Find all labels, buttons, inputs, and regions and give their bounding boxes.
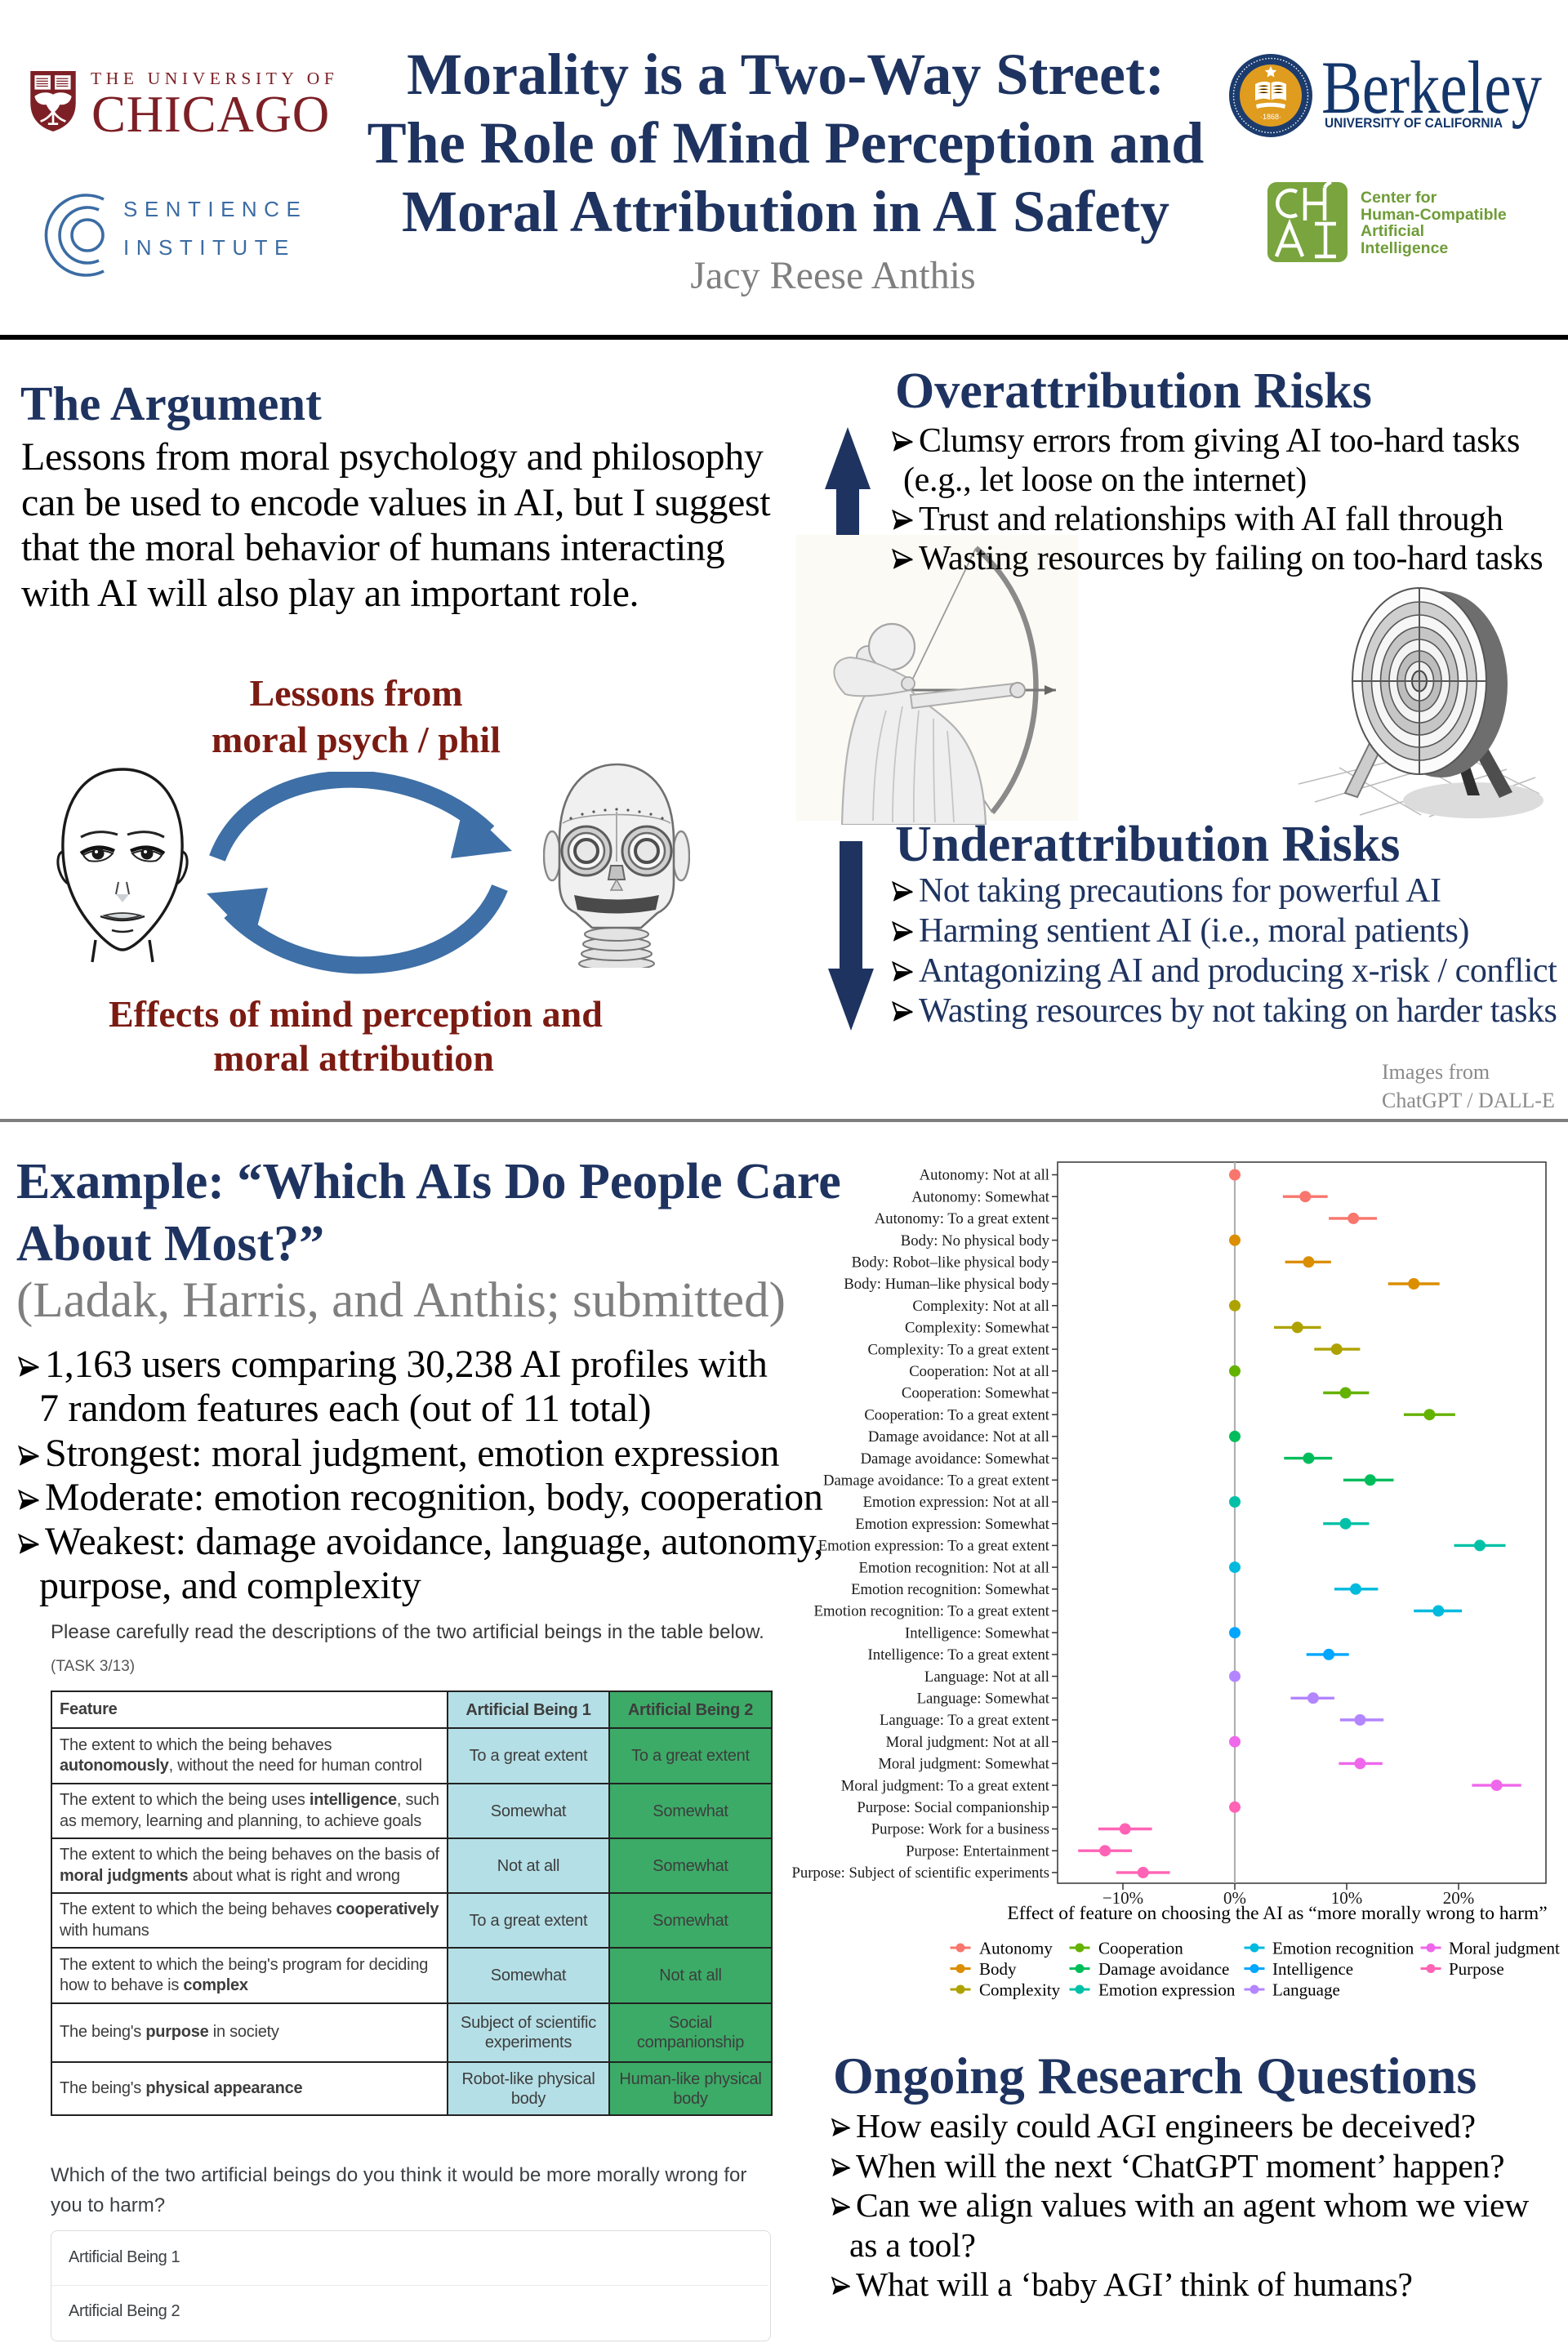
svg-text:Emotion expression: Somewhat: Emotion expression: Somewhat — [855, 1516, 1050, 1533]
svg-text:UNIVERSITY OF CALIFORNIA: UNIVERSITY OF CALIFORNIA — [1325, 116, 1503, 131]
svg-text:Damage avoidance: To a great e: Damage avoidance: To a great extent — [823, 1472, 1050, 1490]
svg-text:Effect of feature on choosing: Effect of feature on choosing the AI as … — [1007, 1903, 1547, 1924]
svg-text:Language: To a great extent: Language: To a great extent — [880, 1712, 1050, 1729]
svg-text:Emotion recognition: Somewhat: Emotion recognition: Somewhat — [851, 1581, 1050, 1598]
svg-text:Body: Human–like physical body: Body: Human–like physical body — [844, 1276, 1049, 1293]
svg-text:Moral judgment: Somewhat: Moral judgment: Somewhat — [878, 1756, 1049, 1773]
svg-text:Purpose: Subject of scientific: Purpose: Subject of scientific experimen… — [791, 1864, 1049, 1882]
svg-text:Purpose: Purpose — [1449, 1959, 1504, 1979]
svg-text:Intelligence: Somewhat: Intelligence: Somewhat — [905, 1624, 1050, 1642]
svg-text:Moral judgment: Moral judgment — [1449, 1939, 1560, 1958]
svg-text:Language: Not at all: Language: Not at all — [924, 1668, 1049, 1686]
svg-text:Body: Robot–like physical body: Body: Robot–like physical body — [852, 1254, 1050, 1272]
svg-text:Moral judgment: To a great ext: Moral judgment: To a great extent — [841, 1777, 1050, 1794]
svg-text:−10%: −10% — [1102, 1888, 1143, 1908]
svg-text:Language: Language — [1272, 1980, 1340, 2000]
svg-text:Cooperation: To a great extent: Cooperation: To a great extent — [864, 1406, 1049, 1423]
svg-text:Complexity: Not at all: Complexity: Not at all — [912, 1298, 1049, 1315]
svg-text:Purpose: Work for a business: Purpose: Work for a business — [871, 1821, 1049, 1838]
svg-text:Autonomy: Somewhat: Autonomy: Somewhat — [911, 1188, 1050, 1205]
svg-text:0%: 0% — [1223, 1888, 1246, 1908]
svg-text:Intelligence: To a great exten: Intelligence: To a great extent — [868, 1646, 1050, 1664]
svg-text:Language: Somewhat: Language: Somewhat — [917, 1690, 1050, 1708]
svg-text:Berkeley: Berkeley — [1321, 49, 1542, 129]
svg-text:Body: Body — [979, 1959, 1017, 1979]
svg-text:Emotion recognition: To a grea: Emotion recognition: To a great extent — [814, 1603, 1050, 1620]
svg-text:Autonomy: To a great extent: Autonomy: To a great extent — [875, 1210, 1050, 1227]
svg-text:Autonomy: Not at all: Autonomy: Not at all — [920, 1167, 1049, 1184]
svg-text:Purpose: Entertainment: Purpose: Entertainment — [906, 1842, 1050, 1860]
svg-text:Complexity: To a great extent: Complexity: To a great extent — [867, 1341, 1049, 1358]
svg-text:Autonomy: Autonomy — [979, 1939, 1053, 1958]
svg-text:Damage avoidance: Damage avoidance — [1098, 1959, 1229, 1979]
svg-text:Emotion expression: Not at all: Emotion expression: Not at all — [863, 1494, 1049, 1511]
svg-text:·1868·: ·1868· — [1260, 113, 1281, 121]
svg-text:Emotion expression: To a great: Emotion expression: To a great extent — [818, 1538, 1050, 1555]
svg-text:20%: 20% — [1443, 1888, 1475, 1908]
svg-text:Purpose: Social companionship: Purpose: Social companionship — [857, 1799, 1049, 1816]
svg-text:Emotion recognition: Not at al: Emotion recognition: Not at all — [858, 1559, 1049, 1576]
svg-text:Damage avoidance: Not at all: Damage avoidance: Not at all — [868, 1428, 1049, 1446]
svg-text:Cooperation: Somewhat: Cooperation: Somewhat — [902, 1385, 1050, 1402]
svg-text:Complexity: Complexity — [979, 1980, 1061, 2000]
svg-text:Emotion expression: Emotion expression — [1098, 1980, 1236, 2000]
svg-text:Emotion recognition: Emotion recognition — [1272, 1939, 1414, 1958]
svg-text:Complexity: Somewhat: Complexity: Somewhat — [905, 1320, 1050, 1337]
svg-text:Body: No physical body: Body: No physical body — [901, 1232, 1050, 1250]
svg-text:Intelligence: Intelligence — [1272, 1959, 1353, 1979]
svg-text:Cooperation: Not at all: Cooperation: Not at all — [909, 1363, 1049, 1380]
svg-text:Cooperation: Cooperation — [1098, 1939, 1183, 1958]
svg-text:10%: 10% — [1331, 1888, 1363, 1908]
svg-text:Moral judgment: Not at all: Moral judgment: Not at all — [886, 1734, 1049, 1751]
svg-text:Damage avoidance: Somewhat: Damage avoidance: Somewhat — [861, 1450, 1050, 1468]
